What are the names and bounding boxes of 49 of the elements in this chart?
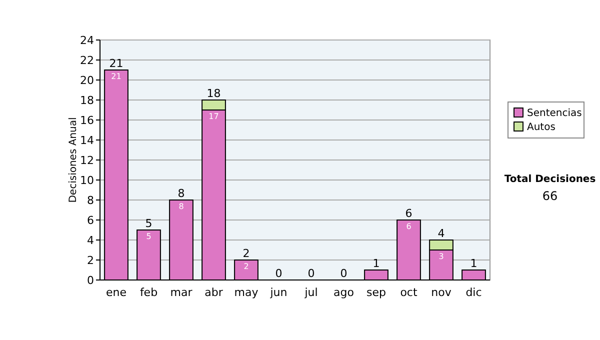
- data-label: 6: [406, 222, 412, 231]
- y-tick-label: 14: [80, 134, 94, 147]
- x-tick-label: jun: [269, 286, 288, 299]
- x-tick-label: ago: [334, 286, 354, 299]
- y-tick-label: 20: [80, 74, 94, 87]
- total-label: 5: [145, 217, 152, 230]
- data-label: 2: [244, 262, 249, 271]
- y-tick-label: 22: [80, 54, 94, 67]
- total-label: 6: [405, 207, 412, 220]
- total-label: 18: [206, 87, 221, 100]
- total-label: 4: [438, 227, 445, 240]
- y-tick-label: 12: [80, 154, 94, 167]
- x-tick-label: abr: [204, 286, 224, 299]
- total-label: 0: [308, 267, 315, 280]
- legend-label: Sentencias: [527, 108, 582, 119]
- y-tick-label: 10: [80, 174, 94, 187]
- y-tick-label: 6: [87, 214, 94, 227]
- x-tick-label: mar: [170, 286, 193, 299]
- y-tick-label: 24: [80, 34, 94, 47]
- total-label: 1: [372, 257, 380, 270]
- data-label: 3: [438, 252, 444, 261]
- x-tick-label: feb: [140, 286, 158, 299]
- y-axis-title: Decisiones Anual: [68, 117, 79, 203]
- data-label: 21: [111, 72, 122, 81]
- y-tick-label: 16: [80, 114, 94, 127]
- y-tick-label: 18: [80, 94, 94, 107]
- legend-label: Autos: [527, 122, 556, 133]
- x-tick-label: nov: [431, 286, 452, 299]
- x-tick-label: may: [234, 286, 259, 299]
- x-tick-label: dic: [466, 286, 482, 299]
- data-label: 5: [146, 232, 152, 241]
- x-tick-label: ene: [106, 286, 127, 299]
- y-tick-label: 4: [87, 234, 94, 247]
- x-tick-label: sep: [366, 286, 386, 299]
- text: 66: [542, 189, 558, 203]
- y-tick-label: 0: [87, 274, 94, 287]
- x-tick-label: oct: [400, 286, 418, 299]
- total-label: 21: [109, 57, 124, 70]
- x-tick-label: jul: [304, 286, 318, 299]
- y-tick-label: 8: [87, 194, 94, 207]
- total-label: 8: [178, 187, 185, 200]
- y-tick-label: 2: [87, 254, 94, 267]
- data-label: 17: [208, 112, 219, 121]
- total-label: 0: [340, 267, 348, 280]
- total-label: 1: [470, 257, 478, 270]
- text: Total Decisiones: [504, 174, 596, 185]
- data-label: 8: [178, 202, 184, 211]
- total-label: 0: [275, 267, 282, 280]
- total-label: 2: [242, 247, 250, 260]
